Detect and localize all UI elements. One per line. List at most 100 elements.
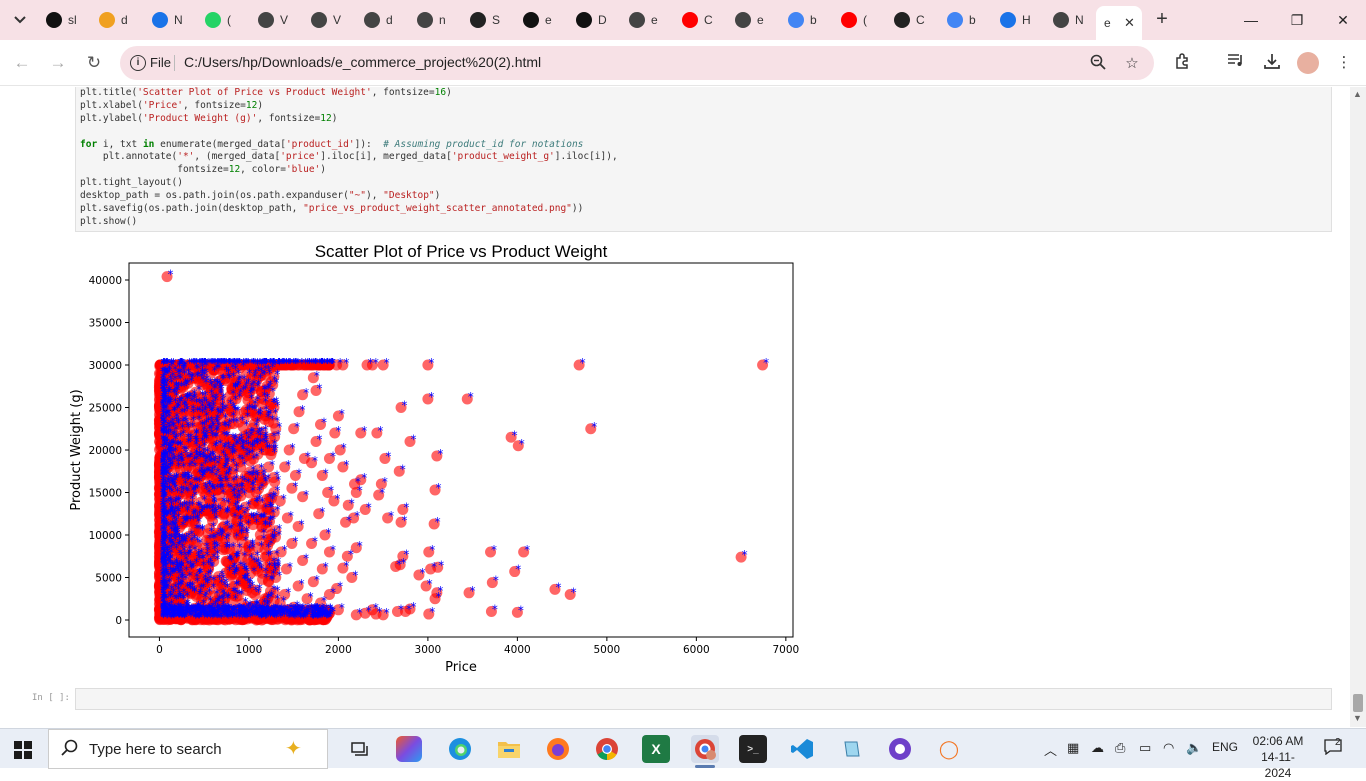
annotation-star: * — [308, 590, 314, 604]
globe-icon — [1053, 12, 1069, 28]
annotation-star: * — [219, 382, 225, 396]
firefox-icon[interactable] — [544, 735, 572, 763]
annotation-star: * — [305, 450, 311, 464]
annotation-star: * — [194, 522, 200, 536]
vscode-icon[interactable] — [788, 735, 816, 763]
code-cell[interactable]: plt.title('Scatter Plot of Price vs Prod… — [75, 87, 1332, 232]
chrome-profile-icon[interactable] — [691, 735, 719, 768]
tab-18[interactable]: H — [992, 6, 1044, 34]
address-bar[interactable]: i File C:/Users/hp/Downloads/e_commerce_… — [120, 46, 1154, 80]
notification-center[interactable]: 2 — [1322, 737, 1344, 759]
annotation-star: * — [285, 458, 291, 472]
tab-8[interactable]: S — [462, 6, 514, 34]
close-tab-icon[interactable]: ✕ — [1124, 15, 1135, 30]
maximize-button[interactable]: ❐ — [1290, 12, 1304, 28]
tab-search-button[interactable] — [8, 8, 32, 32]
url-text[interactable]: C:/Users/hp/Downloads/e_commerce_project… — [184, 54, 542, 70]
download-icon[interactable] — [1261, 52, 1283, 74]
tab-17[interactable]: b — [939, 6, 991, 34]
google-icon — [788, 12, 804, 28]
tab-3[interactable]: ( — [197, 6, 249, 34]
scroll-thumb[interactable] — [1353, 694, 1363, 712]
annotation-star: * — [223, 459, 229, 473]
jupyter-icon[interactable]: ◯ — [938, 738, 960, 759]
github-desktop-icon[interactable] — [886, 735, 914, 763]
meet-now-icon[interactable]: ⎙ — [1115, 740, 1126, 755]
tab-15[interactable]: ( — [833, 6, 885, 34]
annotation-star: * — [330, 586, 336, 600]
tab-10[interactable]: D — [568, 6, 620, 34]
tab-12[interactable]: C — [674, 6, 726, 34]
globe-icon — [629, 12, 645, 28]
extensions-icon[interactable] — [1172, 52, 1194, 74]
annotation-star: * — [201, 605, 207, 619]
battery-icon[interactable]: ▭ — [1139, 740, 1152, 755]
menu-kebab-icon[interactable]: ⋮ — [1336, 54, 1352, 71]
zoom-icon[interactable] — [1088, 54, 1108, 74]
tab-13[interactable]: e — [727, 6, 779, 34]
reload-button[interactable]: ↻ — [82, 51, 106, 75]
annotation-star: * — [555, 580, 561, 594]
tab-4[interactable]: V — [250, 6, 302, 34]
onedrive-icon[interactable]: ☁ — [1091, 740, 1104, 755]
tab-9[interactable]: e — [515, 6, 567, 34]
close-window-button[interactable]: ✕ — [1337, 12, 1349, 28]
tab-2[interactable]: N — [144, 6, 196, 34]
annotation-star: * — [524, 543, 530, 557]
taskbar-clock[interactable]: 02:06 AM 14-11-2024 — [1248, 733, 1308, 781]
code-line — [80, 126, 1327, 139]
google-icon — [947, 12, 963, 28]
copilot-app-icon[interactable] — [396, 736, 422, 762]
tab-1[interactable]: d — [91, 6, 143, 34]
scroll-down-arrow-icon[interactable]: ▼ — [1353, 713, 1362, 723]
annotation-star: * — [410, 433, 416, 447]
security-icon[interactable]: ▦ — [1067, 740, 1080, 755]
annotation-star: * — [257, 492, 263, 506]
tab-5[interactable]: V — [303, 6, 355, 34]
bookmark-star-icon[interactable]: ☆ — [1125, 55, 1139, 72]
tab-0[interactable]: sl — [38, 6, 90, 34]
task-view-icon[interactable] — [346, 735, 374, 763]
scroll-up-arrow-icon[interactable]: ▲ — [1353, 89, 1362, 99]
terminal-icon[interactable]: >_ — [739, 735, 767, 763]
empty-code-cell[interactable] — [75, 688, 1332, 710]
code-line: fontsize=12, color='blue') — [80, 164, 326, 176]
tab-16[interactable]: C — [886, 6, 938, 34]
notepad-icon[interactable] — [838, 735, 866, 763]
tab-active[interactable]: e ✕ — [1096, 6, 1142, 40]
tab-6[interactable]: d — [356, 6, 408, 34]
profile-avatar[interactable] — [1297, 52, 1319, 74]
new-tab-button[interactable]: + — [1156, 8, 1168, 30]
minimize-button[interactable]: — — [1244, 12, 1258, 28]
edge-browser-icon[interactable] — [446, 735, 474, 763]
chrome-icon[interactable] — [593, 735, 621, 763]
excel-icon[interactable]: X — [642, 735, 670, 763]
annotation-star: * — [215, 466, 221, 480]
annotation-star: * — [212, 452, 218, 466]
tab-11[interactable]: e — [621, 6, 673, 34]
forward-button[interactable]: → — [46, 51, 70, 75]
tab-19[interactable]: N — [1045, 6, 1097, 34]
tab-7[interactable]: n — [409, 6, 461, 34]
annotation-star: * — [230, 445, 236, 459]
annotation-star: * — [294, 420, 300, 434]
wifi-icon[interactable]: ◠ — [1163, 740, 1175, 755]
file-explorer-icon[interactable] — [495, 735, 523, 763]
tab-label: e — [651, 13, 658, 27]
tab-14[interactable]: b — [780, 6, 832, 34]
back-button[interactable]: ← — [10, 51, 34, 75]
windows-start-icon[interactable] — [14, 741, 32, 759]
annotation-star: * — [190, 371, 196, 385]
annotation-star: * — [314, 369, 320, 383]
volume-icon[interactable]: 🔈 — [1186, 740, 1203, 755]
language-indicator[interactable]: ENG — [1212, 740, 1239, 754]
show-hidden-icons-chevron-icon[interactable]: ︿ — [1044, 743, 1058, 758]
media-control-icon[interactable] — [1225, 52, 1247, 74]
page-scrollbar[interactable]: ▲ ▼ — [1350, 87, 1366, 727]
info-icon[interactable]: i — [130, 55, 146, 71]
annotation-star: * — [325, 526, 331, 540]
taskbar-search[interactable]: Type here to search ✦ — [48, 729, 328, 769]
annotation-star: * — [377, 424, 383, 438]
tab-label: N — [1075, 13, 1084, 27]
